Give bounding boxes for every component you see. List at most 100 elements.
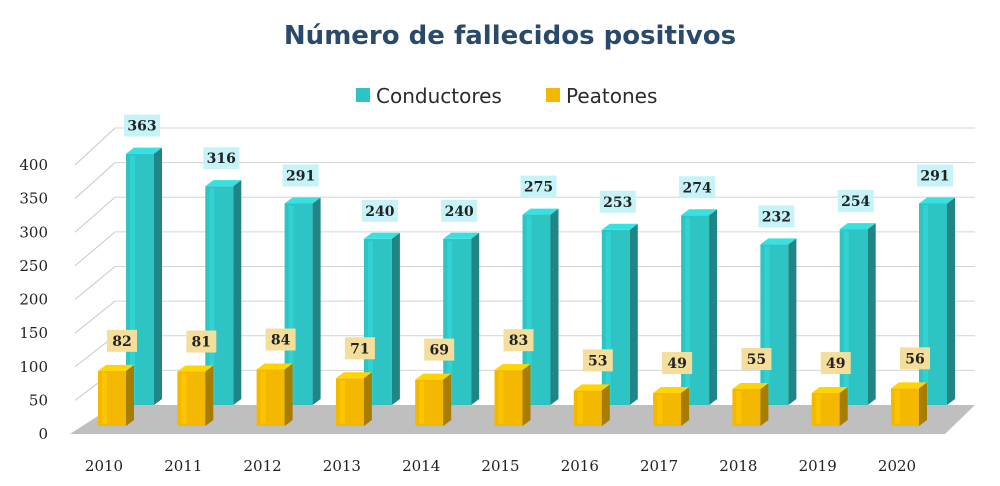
bar-peatones-top [177,365,214,372]
bar-peatones-top [811,387,848,394]
bar-peatones [732,383,769,426]
gridline-diagonal [74,300,116,334]
bar-conductores-top [522,208,559,215]
bar-peatones-top [415,373,452,380]
y-tick-label: 250 [19,257,48,275]
data-label-conductores: 274 [682,180,711,196]
gridline-diagonal [74,266,116,300]
bar-conductores-highlight [526,216,532,403]
data-label-conductores: 232 [762,209,791,225]
y-tick-label: 350 [19,190,48,208]
bar-conductores [681,209,718,405]
data-label-conductores-bg [520,175,557,198]
bar-conductores-top [284,197,321,204]
chart-title: Número de fallecidos positivos [284,21,736,51]
data-label-peatones-bg [503,329,534,352]
y-tick-label: 0 [38,425,48,443]
data-label-peatones-bg [186,330,217,353]
gridline-diagonal [74,127,116,166]
legend-label-peatones: Peatones [566,84,657,108]
bar-conductores-highlight [764,246,770,403]
x-tick-label: 2017 [640,457,678,475]
bar-conductores-highlight [130,155,135,403]
gridline-diagonal [74,231,116,267]
bar-peatones-side [919,382,927,426]
x-tick-label: 2013 [323,457,361,475]
data-label-conductores-bg [837,190,874,213]
bar-peatones-top [494,364,531,371]
bar-conductores-highlight [447,240,453,403]
bar-peatones-top [98,364,134,371]
bar-peatones-side [363,372,372,426]
data-label-peatones: 83 [509,333,528,349]
bar-peatones [573,384,610,426]
bar-conductores-highlight [605,231,611,403]
y-tick-label: 150 [19,324,48,342]
bar-conductores-top [126,147,162,154]
x-tick-label: 2015 [481,457,519,475]
data-label-conductores-bg [203,147,240,170]
data-label-peatones: 49 [667,356,686,372]
bar-peatones [177,365,214,426]
data-label-peatones: 71 [350,341,369,357]
bar-peatones-side [681,387,690,426]
data-label-peatones-bg [582,349,613,372]
data-label-conductores-bg [124,114,160,137]
bar-peatones-highlight [657,395,663,424]
bar-conductores-side [867,223,876,405]
data-label-peatones-bg [662,352,693,375]
data-label-conductores-bg [679,176,716,199]
bar-peatones [415,373,452,426]
bar-conductores-highlight [209,188,215,403]
bar-peatones-side [760,383,769,426]
data-label-peatones-bg [424,338,455,361]
bar-peatones-highlight [498,372,504,424]
bar-peatones-highlight [260,371,266,424]
data-label-conductores-bg [599,190,636,213]
bar-peatones-side [205,365,214,426]
bar-conductores [919,197,955,405]
data-label-conductores: 363 [127,119,156,135]
data-label-peatones-bg [741,348,772,371]
bar-conductores-highlight [288,205,294,403]
x-tick-label: 2018 [719,457,757,475]
x-tick-label: 2014 [402,457,440,475]
bar-conductores-top [205,180,242,187]
bar-conductores-side [788,238,797,405]
data-label-conductores-bg [361,199,398,222]
bar-conductores-top [363,232,400,239]
bar-conductores-top [681,209,718,216]
bar-conductores-side [312,197,321,405]
y-tick-label: 100 [19,358,48,376]
data-label-conductores: 316 [207,151,236,167]
bar-peatones [653,387,690,426]
data-label-peatones: 84 [271,333,291,349]
bar-conductores [205,180,242,405]
bar-peatones-highlight [181,373,187,424]
y-tick-label: 400 [19,156,48,174]
x-tick-label: 2019 [799,457,837,475]
data-label-peatones: 82 [112,334,131,350]
legend-label-conductores: Conductores [376,84,502,108]
y-tick-label: 300 [19,223,48,241]
bar-peatones [811,387,848,426]
data-label-peatones-bg [265,328,296,351]
bar-peatones-highlight [815,395,821,424]
bar-conductores-side [154,147,162,405]
y-axis-ticks: 0 50 100 150 200 250 300 350 400 [19,156,48,443]
x-tick-label: 2016 [561,457,599,475]
gridline-diagonal [74,196,116,233]
gridline-diagonal [74,162,116,199]
data-label-peatones: 55 [747,352,766,368]
bar-peatones-top [256,363,293,370]
bar-conductores-top [760,238,797,245]
bar-conductores-side [550,208,559,405]
data-label-conductores: 254 [841,194,870,210]
y-tick-label: 200 [19,291,48,309]
bar-peatones-highlight [736,391,742,424]
data-label-peatones-bg [344,337,375,360]
data-label-peatones-bg [900,347,930,370]
bar-conductores-side [391,232,400,405]
bar-peatones-side [284,363,293,426]
data-label-peatones-bg [107,329,137,352]
